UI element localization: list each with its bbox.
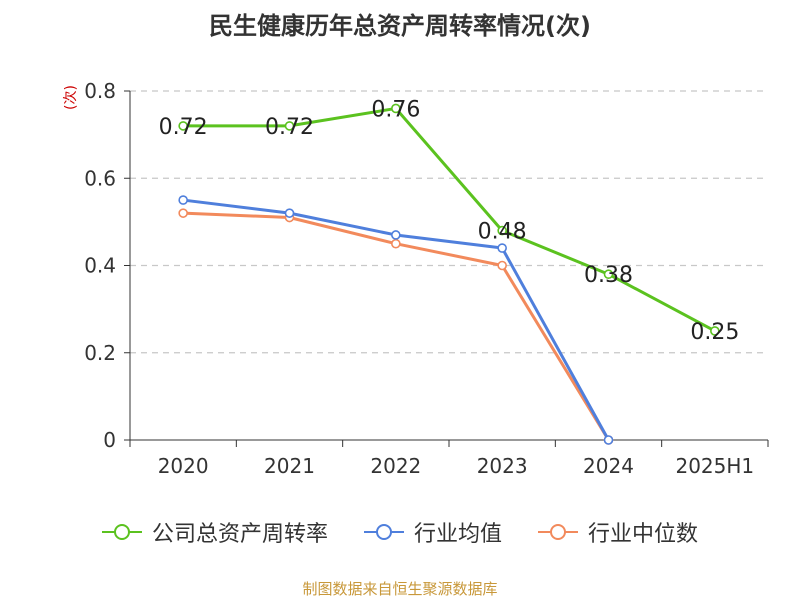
legend: 公司总资产周转率 行业均值 行业中位数 [0, 516, 800, 548]
y-tick-label: 0.8 [84, 79, 116, 103]
y-tick-label: 0 [103, 428, 116, 452]
data-point[interactable] [497, 243, 507, 253]
data-label: 0.76 [371, 97, 420, 122]
x-tick-label: 2021 [264, 454, 315, 478]
data-label: 0.72 [159, 115, 208, 140]
data-point[interactable] [391, 238, 401, 249]
legend-swatch-industry-median-icon [538, 524, 578, 540]
data-point[interactable] [497, 260, 507, 271]
data-point[interactable] [284, 121, 295, 131]
data-point[interactable] [603, 269, 614, 280]
x-tick-label: 2023 [477, 454, 528, 478]
legend-item-company[interactable]: 公司总资产周转率 [101, 516, 328, 548]
data-source-note: 制图数据来自恒生聚源数据库 [302, 580, 498, 598]
data-point[interactable] [603, 435, 614, 445]
x-tick-label: 2020 [158, 454, 209, 478]
legend-item-industry-median[interactable]: 行业中位数 [538, 516, 698, 548]
legend-label-company: 公司总资产周转率 [151, 522, 328, 547]
legend-swatch-company-icon [101, 524, 142, 540]
chart-title: 民生健康历年总资产周转率情况(次) [209, 12, 591, 40]
data-point[interactable] [391, 230, 401, 240]
data-label: 0.48 [478, 220, 527, 245]
legend-label-industry-mean: 行业均值 [413, 522, 502, 547]
data-label: 0.72 [265, 115, 314, 140]
data-point[interactable] [178, 195, 188, 205]
legend-label-industry-median: 行业中位数 [588, 522, 699, 547]
data-point[interactable] [284, 208, 295, 218]
data-point[interactable] [178, 208, 188, 218]
data-label: 0.25 [690, 320, 739, 345]
x-tick-label: 2022 [370, 454, 421, 478]
data-label: 0.38 [584, 263, 633, 288]
x-tick-label: 2024 [583, 454, 634, 478]
legend-item-industry-mean[interactable]: 行业均值 [363, 516, 502, 548]
y-tick-label: 0.2 [84, 341, 116, 365]
data-point[interactable] [178, 121, 188, 131]
data-point[interactable] [710, 326, 720, 336]
y-tick-label: 0.4 [84, 254, 116, 278]
x-tick-label: 2025H1 [675, 454, 754, 478]
series-line [183, 106, 716, 333]
data-point[interactable] [391, 103, 401, 114]
legend-swatch-industry-mean-icon [363, 524, 404, 540]
data-point[interactable] [497, 225, 507, 236]
y-tick-label: 0.6 [84, 166, 116, 190]
